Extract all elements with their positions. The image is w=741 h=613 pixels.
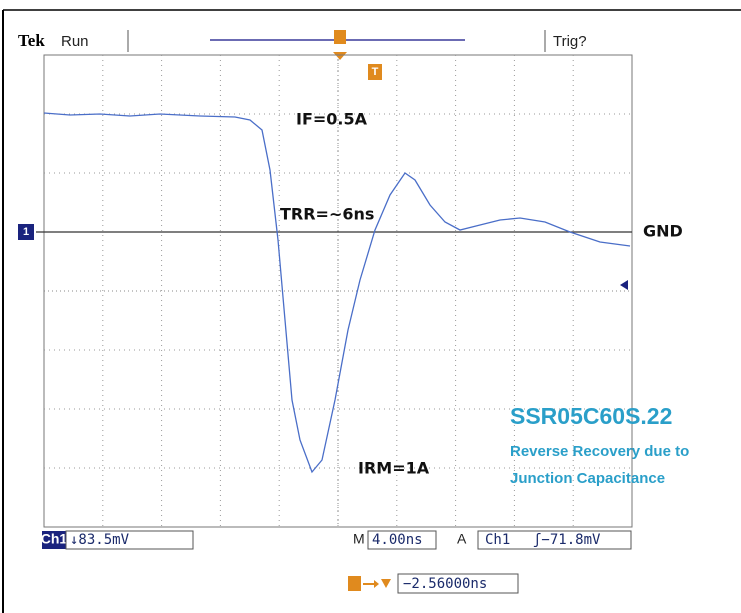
part-number: SSR05C60S.22 [510, 403, 672, 429]
trr-label: TRR=~6ns [280, 205, 374, 224]
graticule [43, 54, 633, 528]
channel-marker-label: 1 [23, 226, 29, 238]
waveform [43, 112, 631, 474]
trigger-status: Trig? [553, 33, 587, 50]
irm-label: IRM=1A [358, 459, 430, 478]
time-scale: 4.00ns [372, 532, 423, 548]
delay-arrow-head [381, 579, 391, 588]
trigger-arrow [333, 52, 347, 60]
delay-arrow [363, 580, 379, 588]
delay-value: −2.56000ns [403, 576, 487, 592]
channel-marker [18, 224, 34, 240]
ch1-label: Ch1 [41, 531, 68, 547]
caption-line: Junction Capacitance [510, 470, 665, 487]
delay-icon [348, 576, 361, 591]
trigger-level-marker [620, 280, 628, 290]
ch1-badge [42, 531, 66, 549]
if-label: IF=0.5A [296, 110, 368, 129]
delay-box [397, 573, 519, 594]
trigger-box [477, 530, 632, 550]
acq-label: A [457, 531, 467, 547]
brand: Tek [18, 31, 45, 50]
vertical-scale: ↓83.5mV [70, 532, 130, 548]
trigger-badge [368, 64, 382, 80]
trigger-channel: Ch1 [485, 532, 510, 548]
trigger-level: ʃ−71.8mV [533, 532, 601, 548]
caption-line: Reverse Recovery due to [510, 443, 689, 460]
time-label: M [353, 531, 365, 547]
trigger-pos-marker [334, 30, 346, 44]
gnd-label: GND [643, 222, 683, 241]
trigger-badge-label: T [372, 66, 379, 78]
time-box [367, 530, 437, 550]
scale-box [65, 530, 194, 550]
run-status: Run [61, 33, 89, 50]
